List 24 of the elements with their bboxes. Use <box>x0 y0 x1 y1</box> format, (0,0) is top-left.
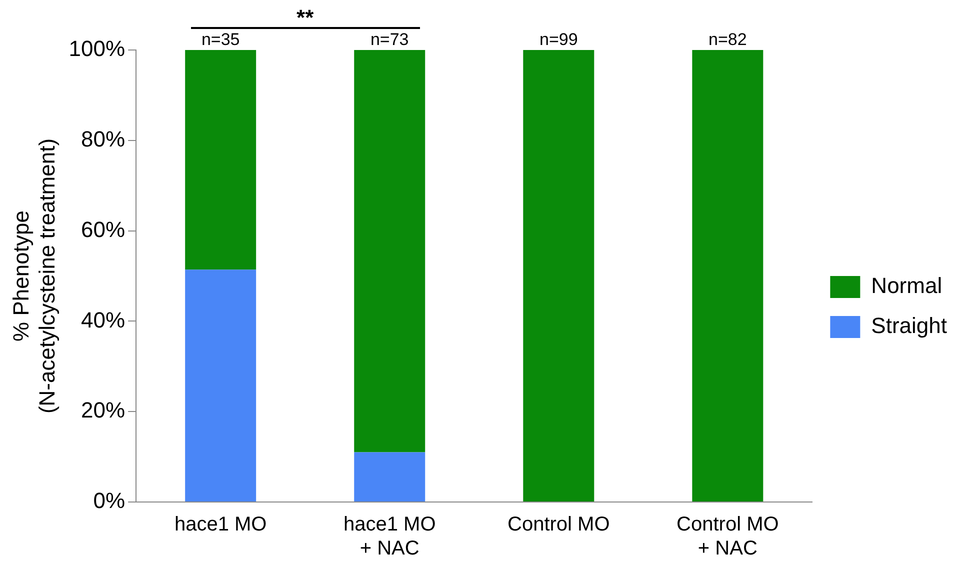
annotation: n=73 <box>370 30 409 50</box>
bar <box>354 452 426 502</box>
annotation: n=82 <box>708 30 747 50</box>
bar <box>185 270 256 502</box>
bar <box>354 50 426 452</box>
x-tick-label: hace1 MO + NAC <box>343 514 436 560</box>
x-tick-label: Control MO + NAC <box>676 514 779 560</box>
y-tick-label: 80% <box>81 126 126 152</box>
legend-label: Normal <box>871 273 942 298</box>
y-tick-label: 20% <box>81 398 126 423</box>
y-tick-label: 60% <box>81 216 126 242</box>
y-axis-title: % Phenotype (N-acetylcysteine treatment) <box>8 138 60 414</box>
legend-label: Straight <box>871 313 948 338</box>
y-tick-label: 0% <box>93 488 126 514</box>
y-tick-label: 40% <box>81 307 126 332</box>
annotation: n=35 <box>201 30 240 50</box>
y-tick-label: 100% <box>68 36 126 62</box>
bar <box>185 50 256 270</box>
text: ** <box>296 5 314 30</box>
x-tick-label: Control MO <box>508 514 610 536</box>
bar <box>692 50 764 502</box>
x-tick-label: hace1 MO <box>174 514 267 536</box>
annotation: n=99 <box>539 30 578 50</box>
bar <box>523 50 594 502</box>
